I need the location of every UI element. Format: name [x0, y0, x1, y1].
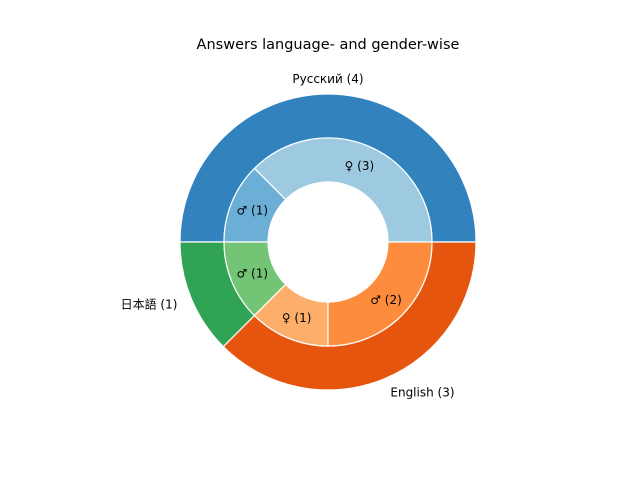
inner-ring	[223, 137, 433, 347]
slice-labels: Русский (4) 日本語 (1) English (3) ♀ (3) ♂ (1) ♂…	[121, 72, 455, 400]
outer-label-0: Русский (4)	[292, 72, 363, 86]
inner-label-3: ♀ (1)	[282, 311, 312, 325]
inner-label-2: ♂ (1)	[236, 266, 268, 280]
chart-title: Answers language- and gender-wise	[197, 37, 460, 53]
outer-label-2: English (3)	[390, 386, 454, 400]
outer-label-1: 日本語 (1)	[121, 296, 178, 311]
inner-label-1: ♂ (1)	[236, 204, 268, 218]
inner-label-4: ♂ (2)	[370, 293, 402, 307]
inner-slice-4	[327, 241, 433, 347]
inner-slice-0	[253, 137, 433, 243]
inner-label-0: ♀ (3)	[345, 159, 375, 173]
